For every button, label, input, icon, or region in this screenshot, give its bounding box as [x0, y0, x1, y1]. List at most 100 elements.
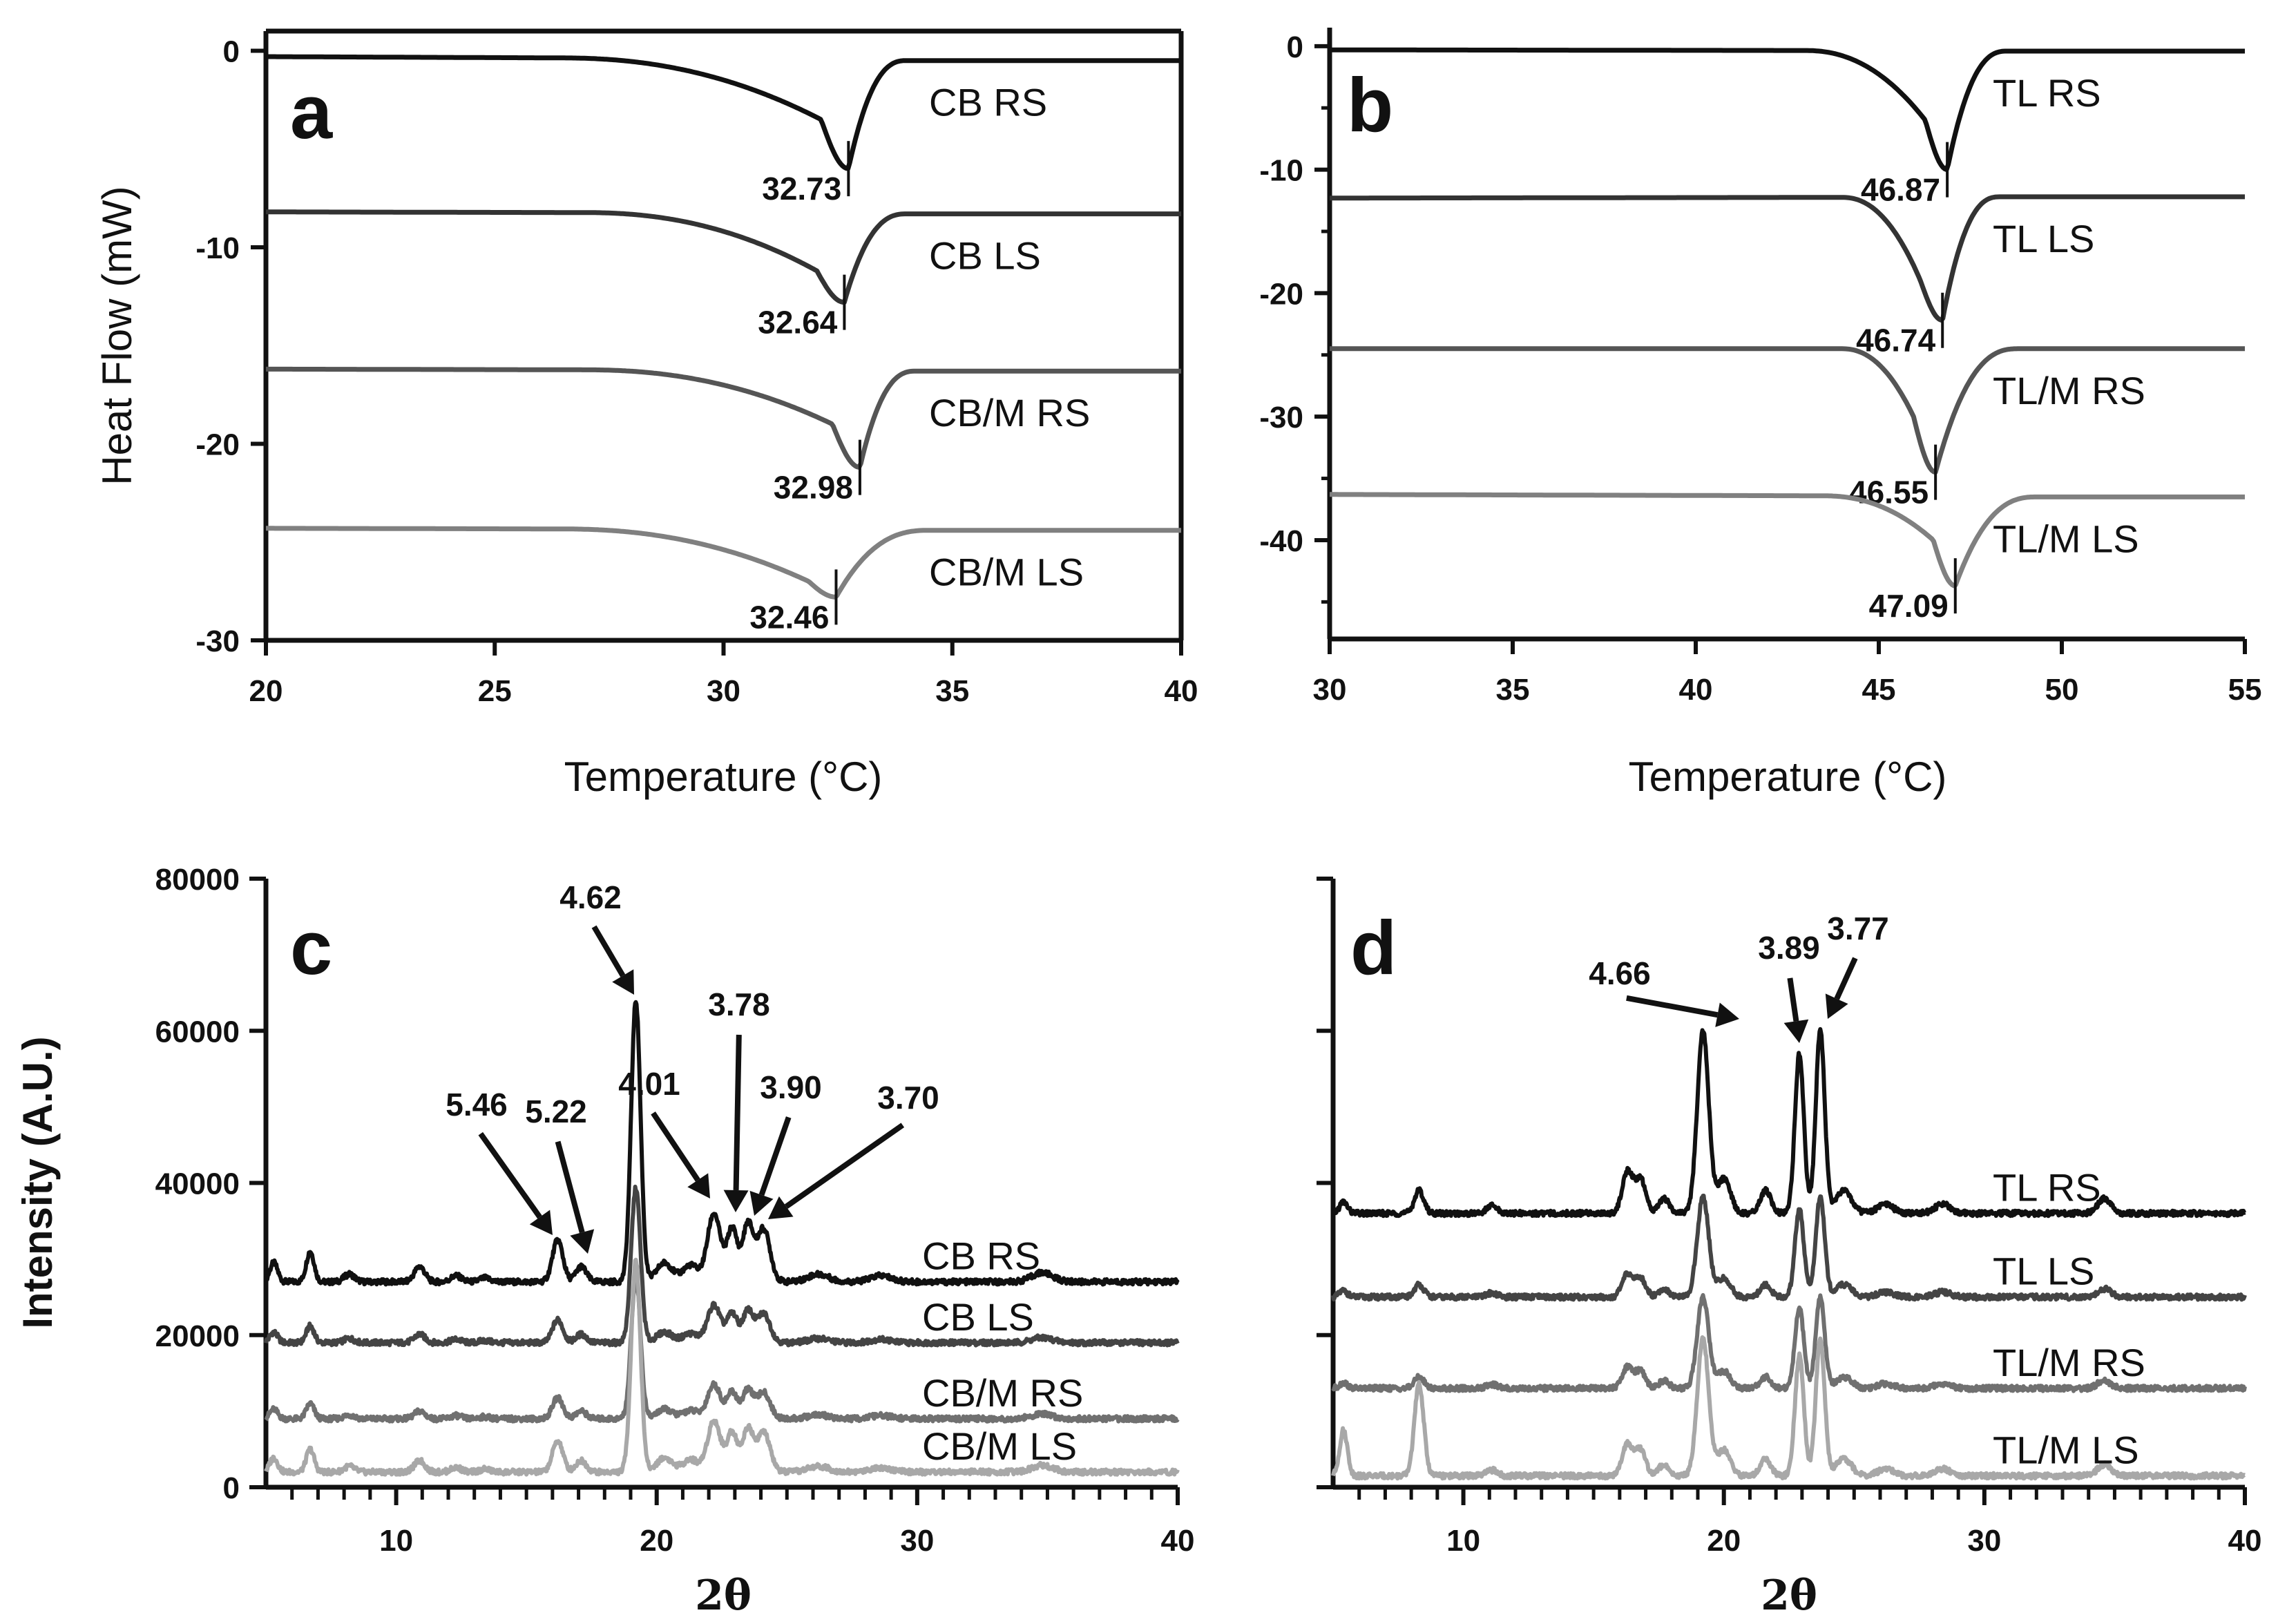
b-curve-tl-ls [1329, 194, 2246, 323]
a-series-label: CB/M LS [929, 551, 1084, 594]
b-peak-label: 46.87 [1861, 172, 1940, 208]
a-y-tick-label: 0 [223, 35, 240, 68]
d-curve-tl-rs [1331, 1026, 2247, 1219]
a-y-tick-label: -30 [195, 624, 240, 658]
b-x-tick-label: 45 [1862, 673, 1896, 707]
b-peak-label: 46.74 [1856, 323, 1936, 359]
d-x-tick-label: 20 [1707, 1524, 1741, 1558]
c-y-tick-label: 0 [223, 1471, 240, 1505]
d-curves: TL RS TL LS TL/M RS TL/M LS [1331, 1026, 2247, 1481]
d-peak-annotation-label: 3.89 [1758, 930, 1820, 966]
d-x-tick-label: 40 [2228, 1524, 2262, 1558]
c-x-axis-title: 2θ [695, 1572, 752, 1620]
c-series-label: CB/M LS [922, 1424, 1077, 1468]
a-y-tick-label: -10 [195, 231, 240, 265]
c-y-tick-label: 80000 [155, 863, 240, 897]
c-curve-cb-ls [264, 1185, 1180, 1348]
d-series-label: TL/M LS [1993, 1428, 2139, 1471]
d-series-label: TL LS [1993, 1250, 2094, 1293]
d-x-axis-title: 2θ [1761, 1572, 1817, 1620]
d-arrow-shaft [1626, 995, 1719, 1018]
b-curve-tl-rs [1329, 47, 2246, 172]
a-x-tick-label: 30 [707, 674, 740, 708]
b-series-label: TL/M LS [1993, 517, 2139, 560]
c-curve-cb-rs [264, 1000, 1180, 1287]
c-x-tick-label: 40 [1161, 1524, 1195, 1558]
b-x-tick-label: 40 [1679, 673, 1713, 707]
c-curve-cb-m-rs [264, 1275, 1180, 1424]
a-curve-cb-m-ls [265, 526, 1182, 600]
b-y-tick-label: -30 [1259, 401, 1303, 434]
d-peak-annotation-label: 3.77 [1827, 910, 1889, 946]
c-series-label: CB LS [922, 1295, 1034, 1339]
d-x-tick-label: 30 [1967, 1524, 2001, 1558]
d-peak-annotation-label: 4.66 [1589, 955, 1651, 991]
d-curve-tl-m-rs [1331, 1292, 2247, 1393]
c-x-tick-label: 30 [900, 1524, 934, 1558]
d-arrow-head [1825, 993, 1848, 1019]
a-x-tick-label: 35 [935, 674, 969, 708]
a-x-tick-label: 40 [1165, 674, 1198, 708]
c-arrow-shaft [784, 1123, 905, 1209]
a-curve-cb-rs [265, 54, 1182, 171]
d-annotations: 4.66 3.893.77 [1589, 910, 1889, 1043]
c-y-tick-label: 60000 [155, 1015, 240, 1049]
c-arrow-head [529, 1210, 553, 1235]
c-peak-annotation-label: 4.01 [618, 1066, 680, 1102]
panel-a: 20 25 30 35 40 0 -10 -20 -30 a 32.73 CB RS 32.64 CB… [94, 28, 1198, 800]
c-ticks: 10 20 30 40 0 20000 40000 60000 80000 [155, 863, 1195, 1558]
d-curve-tl-ls [1331, 1194, 2247, 1302]
c-peak-annotation-label: 3.90 [760, 1069, 822, 1105]
b-y-tick-label: -10 [1259, 154, 1303, 188]
c-y-tick-label: 40000 [155, 1167, 240, 1201]
panel-d: 10 20 30 40 d TL RS TL LS TL/M RS TL/M LS 4.66… [1317, 877, 2262, 1620]
d-series-label: TL/M RS [1993, 1341, 2145, 1384]
b-peak-label: 46.55 [1849, 475, 1929, 510]
a-panel-letter: a [290, 70, 333, 155]
c-panel-letter: c [290, 906, 332, 991]
d-curve-tl-m-ls [1331, 1335, 2247, 1481]
a-curve-cb-ls [265, 209, 1182, 305]
c-peak-annotation-label: 4.62 [559, 879, 622, 915]
a-peak-label: 32.64 [758, 305, 838, 341]
a-curves: 32.73 CB RS 32.64 CB LS 32.98 CB/M RS 32.46 CB/… [265, 54, 1182, 635]
c-arrow-shaft [733, 1034, 742, 1191]
c-x-tick-label: 20 [640, 1524, 673, 1558]
d-arrow-head [1715, 1002, 1739, 1027]
a-series-label: CB RS [929, 81, 1047, 124]
b-curve-tl-m-rs [1329, 346, 2246, 475]
b-x-axis-title: Temperature (°C) [1629, 754, 1947, 800]
d-panel-letter: d [1350, 906, 1397, 991]
c-peak-annotation-label: 3.78 [708, 986, 770, 1022]
b-y-tick-label: 0 [1287, 30, 1303, 64]
c-arrow-shaft [555, 1140, 585, 1234]
c-series-label: CB/M RS [922, 1371, 1083, 1415]
d-series-label: TL RS [1993, 1166, 2101, 1210]
a-series-label: CB/M RS [929, 391, 1090, 434]
b-curve-tl-m-ls [1329, 492, 2246, 589]
c-arrow-head [768, 1196, 794, 1219]
a-peak-label: 32.46 [749, 599, 829, 635]
c-arrow-head [723, 1190, 749, 1212]
b-x-tick-label: 55 [2228, 673, 2262, 707]
c-curves: CB RS CB LS CB/M RS CB/M LS [264, 1000, 1180, 1477]
c-y-axis-title: Intensity (A.U.) [15, 1036, 61, 1328]
c-arrow-head [687, 1173, 710, 1198]
c-annotations: 5.46 5.22 4.62 4.01 3.78 3.90 3.70 [446, 879, 939, 1254]
c-arrow-shaft [591, 925, 626, 977]
b-series-label: TL RS [1993, 71, 2101, 115]
c-peak-annotation-label: 5.46 [446, 1087, 508, 1123]
c-arrow-head [570, 1229, 595, 1254]
a-x-tick-label: 25 [478, 674, 512, 708]
d-arrow-shaft [1834, 957, 1858, 1000]
a-y-tick-label: -20 [195, 428, 240, 461]
c-peak-annotation-label: 5.22 [525, 1093, 587, 1129]
a-x-axis-title: Temperature (°C) [564, 754, 883, 800]
c-arrow-head [749, 1190, 774, 1216]
a-y-axis-title: Heat Flow (mW) [94, 186, 140, 485]
c-curve-cb-m-ls [264, 1257, 1180, 1477]
a-ticks: 20 25 30 35 40 0 -10 -20 -30 [195, 35, 1198, 708]
